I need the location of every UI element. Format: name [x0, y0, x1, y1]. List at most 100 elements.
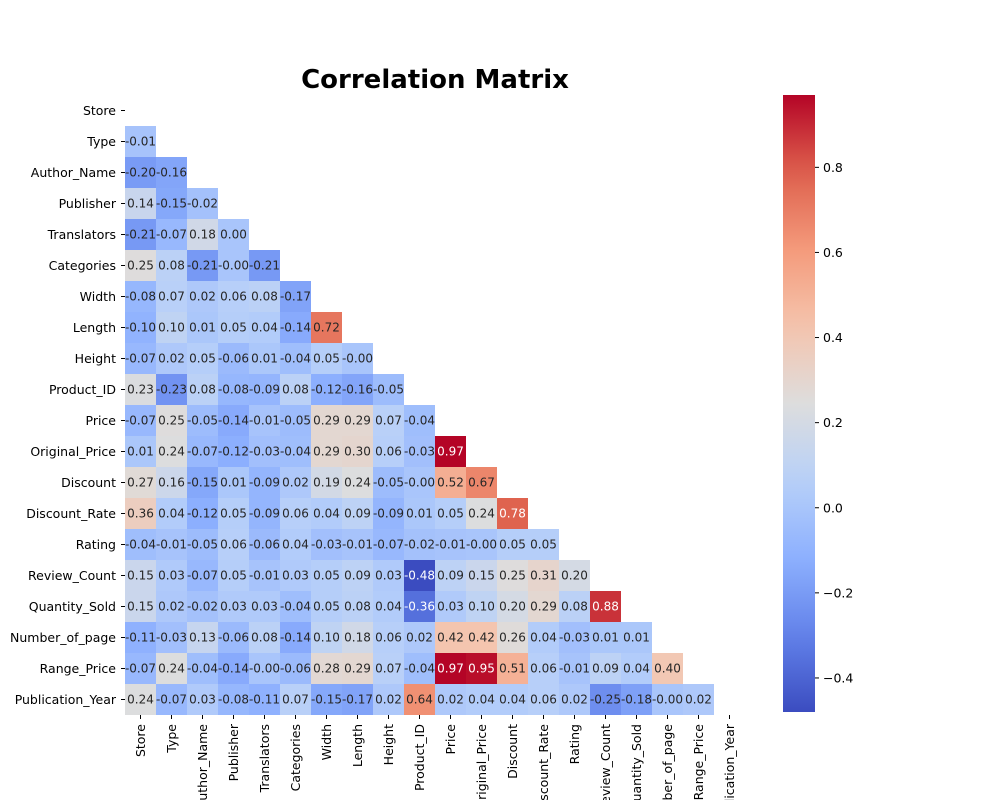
y-tick-label: Number_of_page [10, 630, 116, 645]
x-tick-label: Rating [567, 724, 582, 764]
y-tick-label: Review_Count [28, 568, 116, 583]
heatmap-cell [125, 219, 156, 250]
heatmap-cell [528, 591, 559, 622]
heatmap-cell [373, 622, 404, 653]
heatmap-cell [435, 622, 466, 653]
heatmap-cell [156, 188, 187, 219]
cell-value-label: 0.09 [592, 662, 619, 676]
cell-value-label: 0.03 [158, 569, 185, 583]
heatmap-cell [125, 684, 156, 715]
cell-value-label: -0.05 [373, 383, 404, 397]
cell-value-label: -0.06 [280, 662, 311, 676]
cell-value-label: -0.00 [652, 693, 683, 707]
cell-value-label: 0.06 [375, 445, 402, 459]
cell-value-label: 0.01 [251, 352, 278, 366]
cell-value-label: -0.01 [125, 135, 156, 149]
heatmap-cell [311, 529, 342, 560]
heatmap-cell [187, 560, 218, 591]
heatmap-cell [497, 560, 528, 591]
cell-value-label: 0.05 [220, 569, 247, 583]
cell-value-label: 0.15 [127, 600, 154, 614]
cell-value-label: 0.02 [158, 600, 185, 614]
cell-value-label: -0.07 [125, 352, 156, 366]
y-tick-label: Product_ID [49, 382, 116, 397]
cell-value-label: -0.36 [404, 600, 435, 614]
cell-value-label: -0.01 [249, 569, 280, 583]
cell-value-label: -0.04 [280, 352, 311, 366]
colorbar-tick-label: 0.0 [823, 500, 843, 515]
heatmap-cell [404, 591, 435, 622]
cell-value-label: -0.04 [280, 600, 311, 614]
y-tick-label: Width [80, 289, 116, 304]
x-tick-label: Translators [257, 724, 272, 793]
cell-value-label: 0.03 [189, 693, 216, 707]
cell-value-label: 0.08 [344, 600, 371, 614]
heatmap-cell [404, 684, 435, 715]
heatmap-cell [156, 374, 187, 405]
heatmap-cell [404, 653, 435, 684]
heatmap-cell [125, 343, 156, 374]
cell-value-label: 0.25 [158, 414, 185, 428]
cell-value-label: 0.26 [499, 631, 526, 645]
heatmap-cell [404, 622, 435, 653]
cell-value-label: 0.06 [375, 631, 402, 645]
colorbar-gradient [783, 95, 815, 712]
heatmap-cell [125, 560, 156, 591]
colorbar-tick-label: 0.8 [823, 160, 843, 175]
heatmap-cell [249, 529, 280, 560]
heatmap-cell [280, 343, 311, 374]
heatmap-cell [156, 281, 187, 312]
cell-value-label: -0.02 [187, 600, 218, 614]
y-tick-label: Author_Name [31, 165, 117, 180]
heatmap-cell [528, 684, 559, 715]
heatmap-cells: -0.01-0.20 -0.160.14 -0.15 -0.02-0.21 -0.07 0… [125, 126, 714, 715]
heatmap-cell [125, 622, 156, 653]
heatmap-cell [497, 529, 528, 560]
x-tick-label: Range_Price [691, 724, 706, 800]
heatmap-cell [156, 653, 187, 684]
heatmap-cell [156, 250, 187, 281]
heatmap-cell [559, 622, 590, 653]
heatmap-cell [311, 467, 342, 498]
y-tick-label: Store [83, 103, 116, 118]
cell-value-label: -0.05 [187, 414, 218, 428]
cell-value-label: 0.05 [530, 538, 557, 552]
heatmap-cell [125, 529, 156, 560]
cell-value-label: 0.24 [468, 507, 495, 521]
cell-value-label: 0.15 [468, 569, 495, 583]
heatmap-cell [342, 405, 373, 436]
heatmap-cell [187, 405, 218, 436]
cell-value-label: 0.97 [437, 662, 464, 676]
cell-value-label: -0.17 [342, 693, 373, 707]
cell-value-label: -0.07 [187, 569, 218, 583]
cell-value-label: 0.16 [158, 476, 185, 490]
heatmap-cell [621, 653, 652, 684]
cell-value-label: -0.21 [249, 259, 280, 273]
heatmap-cell [342, 374, 373, 405]
heatmap-cell [311, 405, 342, 436]
heatmap-cell [218, 529, 249, 560]
heatmap-cell [187, 436, 218, 467]
cell-value-label: 0.18 [344, 631, 371, 645]
colorbar-tick-label: −0.4 [823, 670, 853, 685]
heatmap-cell [218, 467, 249, 498]
cell-value-label: -0.06 [218, 631, 249, 645]
heatmap-cell [125, 188, 156, 219]
heatmap-cell [156, 498, 187, 529]
cell-value-label: 0.06 [220, 290, 247, 304]
heatmap-cell [559, 684, 590, 715]
cell-value-label: 0.01 [127, 445, 154, 459]
cell-value-label: -0.02 [187, 197, 218, 211]
cell-value-label: -0.15 [311, 693, 342, 707]
cell-value-label: 0.04 [158, 507, 185, 521]
heatmap-cell [187, 529, 218, 560]
heatmap-cell [125, 281, 156, 312]
x-tick-label: Store [133, 724, 148, 757]
cell-value-label: 0.02 [561, 693, 588, 707]
heatmap-cell [156, 405, 187, 436]
cell-value-label: -0.04 [404, 414, 435, 428]
cell-value-label: -0.14 [218, 414, 249, 428]
cell-value-label: 0.08 [282, 383, 309, 397]
heatmap-cell [342, 653, 373, 684]
cell-value-label: 0.25 [499, 569, 526, 583]
